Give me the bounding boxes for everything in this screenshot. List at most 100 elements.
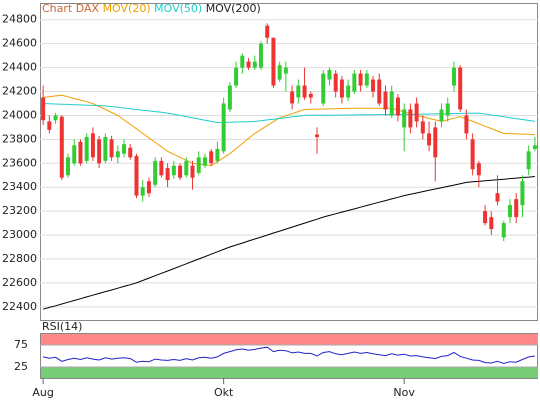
y-tick-label: 24600 xyxy=(2,37,37,50)
lower-band xyxy=(41,367,538,378)
x-tick-label: Aug xyxy=(32,386,53,399)
candle-body xyxy=(445,103,450,116)
legend: Chart DAX MOV(20) MOV(50) MOV(200) xyxy=(42,2,261,15)
series-line xyxy=(42,176,535,310)
candle-body xyxy=(271,37,276,86)
series-line xyxy=(42,346,535,365)
candle-body xyxy=(495,193,500,202)
candle-body xyxy=(227,85,232,110)
candle-body xyxy=(146,181,151,194)
candle-body xyxy=(202,157,207,166)
series-line xyxy=(43,94,535,167)
candle-body xyxy=(165,168,170,181)
y-tick-label: 24200 xyxy=(2,85,37,98)
y-tick-label: 24800 xyxy=(2,13,37,26)
candle-body xyxy=(72,145,77,164)
candle-body xyxy=(296,85,301,98)
candle-body xyxy=(90,133,95,158)
y-tick-label: 23800 xyxy=(2,132,37,145)
y-tick-label: 22800 xyxy=(2,252,37,265)
candle-body xyxy=(339,79,344,98)
candle-body xyxy=(520,181,525,206)
candle-body xyxy=(377,79,382,104)
candle-body xyxy=(532,145,537,149)
candle-body xyxy=(476,163,481,176)
y-tick-label: 22400 xyxy=(2,300,37,313)
candle-body xyxy=(458,67,463,110)
candle-body xyxy=(215,148,220,161)
y-tick-label: 23600 xyxy=(2,156,37,169)
candle-body xyxy=(514,199,519,218)
candle-body xyxy=(277,65,282,80)
candle-body xyxy=(389,91,394,116)
candle-body xyxy=(265,25,270,38)
candle-body xyxy=(178,165,183,178)
candle-body xyxy=(66,157,71,176)
candle-body xyxy=(408,109,413,128)
candle-body xyxy=(246,61,251,68)
candle-body xyxy=(383,91,388,110)
series-line xyxy=(43,103,535,124)
candle-body xyxy=(433,127,438,158)
candle-body xyxy=(59,116,64,178)
candle-body xyxy=(507,205,512,218)
candle-body xyxy=(333,73,338,92)
candle-body xyxy=(352,73,357,92)
candle-body xyxy=(395,97,400,116)
candle-body xyxy=(402,109,407,128)
candle-body xyxy=(84,136,89,161)
y-tick-label: 23200 xyxy=(2,204,37,217)
y-tick-label: 22600 xyxy=(2,276,37,289)
candle-body xyxy=(153,160,158,185)
candle-body xyxy=(501,223,506,238)
candle-body xyxy=(414,103,419,122)
candle-body xyxy=(489,217,494,230)
candle-body xyxy=(128,147,133,158)
candle-body xyxy=(371,79,376,92)
rsi-title: RSI(14) xyxy=(42,320,82,333)
legend-entry: MOV(200) xyxy=(206,2,261,15)
candle-body xyxy=(53,115,58,121)
candle-body xyxy=(190,165,195,178)
y-tick-label: 24000 xyxy=(2,108,37,121)
candle-body xyxy=(159,160,164,176)
y-tick-label: 24400 xyxy=(2,61,37,74)
candle-body xyxy=(302,85,307,98)
candle-body xyxy=(483,211,488,224)
y-tick-label: 23400 xyxy=(2,180,37,193)
candle-body xyxy=(526,151,531,170)
candle-body xyxy=(327,69,332,80)
candle-body xyxy=(346,85,351,98)
candle-body xyxy=(464,115,469,134)
candle-body xyxy=(103,136,108,161)
candle-body xyxy=(470,139,475,170)
candle-body xyxy=(283,67,288,74)
candle-body xyxy=(47,121,52,130)
legend-entry: MOV(50) xyxy=(154,2,202,15)
candle-body xyxy=(134,156,139,196)
candle-body xyxy=(234,67,239,86)
candle-body xyxy=(171,165,176,176)
candle-body xyxy=(258,43,263,68)
candle-body xyxy=(115,151,120,158)
candle-body xyxy=(439,109,444,122)
candle-body xyxy=(290,91,295,104)
y-tick-label: 23000 xyxy=(2,228,37,241)
candle-body xyxy=(209,151,214,164)
candle-body xyxy=(252,61,257,68)
candle-body xyxy=(364,73,369,86)
y-tick-label: 25 xyxy=(14,360,28,373)
candle-body xyxy=(427,133,432,146)
candle-body xyxy=(122,144,127,154)
candle-body xyxy=(321,73,326,104)
candle-body xyxy=(420,121,425,134)
x-tick-label: Nov xyxy=(393,386,415,399)
candle-body xyxy=(358,73,363,86)
candle-body xyxy=(140,187,145,196)
candle-body xyxy=(184,160,189,176)
candle-body xyxy=(109,139,114,158)
x-tick-label: Okt xyxy=(214,386,234,399)
candle-body xyxy=(240,55,245,68)
candle-body xyxy=(451,67,456,86)
